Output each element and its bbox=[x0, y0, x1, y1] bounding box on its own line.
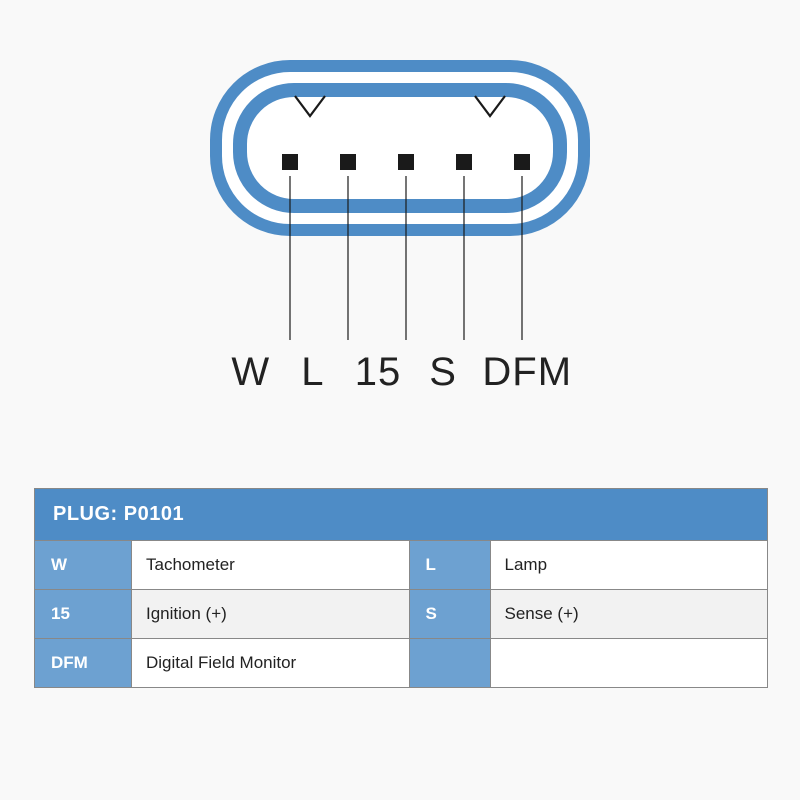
table-header: PLUG: P0101 bbox=[35, 489, 767, 540]
desc-cell bbox=[491, 639, 768, 687]
desc-cell: Digital Field Monitor bbox=[132, 639, 410, 687]
code-cell: DFM bbox=[35, 639, 132, 687]
desc-cell: Ignition (+) bbox=[132, 590, 410, 638]
table-row: 15 Ignition (+) S Sense (+) bbox=[35, 589, 767, 638]
pin-labels-row: W L 15 S DFM bbox=[0, 350, 800, 395]
pin-label-1: W bbox=[223, 350, 279, 395]
desc-cell: Sense (+) bbox=[491, 590, 768, 638]
desc-cell: Lamp bbox=[491, 541, 768, 589]
pinout-table: PLUG: P0101 W Tachometer L Lamp 15 Ignit… bbox=[34, 488, 768, 688]
pin-label-4: S bbox=[421, 350, 465, 395]
pin-label-5: DFM bbox=[477, 350, 577, 395]
code-cell: 15 bbox=[35, 590, 132, 638]
connector-diagram: W L 15 S DFM bbox=[0, 0, 800, 440]
table-row: DFM Digital Field Monitor bbox=[35, 638, 767, 687]
desc-cell: Tachometer bbox=[132, 541, 410, 589]
pin-label-2: L bbox=[291, 350, 335, 395]
pin-label-3: 15 bbox=[347, 350, 409, 395]
code-cell bbox=[410, 639, 491, 687]
code-cell: W bbox=[35, 541, 132, 589]
code-cell: L bbox=[410, 541, 491, 589]
pin-leader-lines bbox=[210, 60, 590, 360]
table-row: W Tachometer L Lamp bbox=[35, 540, 767, 589]
code-cell: S bbox=[410, 590, 491, 638]
